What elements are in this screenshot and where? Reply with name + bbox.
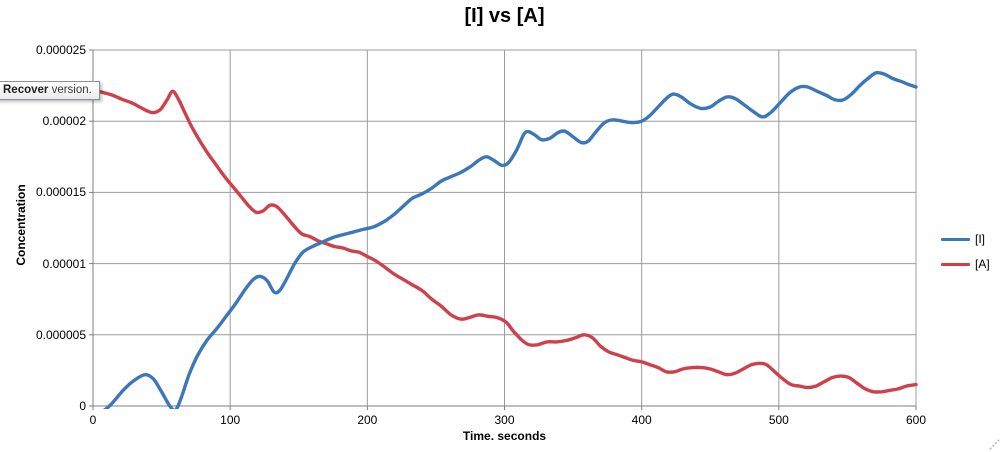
legend: [I] [A] bbox=[941, 232, 990, 271]
y-tick-label: 0.000015 bbox=[35, 185, 86, 200]
legend-item-A[interactable]: [A] bbox=[941, 257, 990, 271]
x-tick-label: 600 bbox=[905, 413, 927, 427]
legend-item-I[interactable]: [I] bbox=[941, 232, 990, 246]
series-line-A[interactable] bbox=[92, 88, 918, 394]
y-tick-label: 0.00002 bbox=[42, 114, 86, 129]
series-line-I[interactable] bbox=[93, 70, 918, 414]
y-tick-label: 0.000005 bbox=[35, 327, 86, 342]
x-axis-title: Time. seconds bbox=[462, 429, 547, 443]
x-tick-label: 200 bbox=[357, 413, 378, 427]
legend-label-I: [I] bbox=[975, 232, 986, 246]
legend-line-swatch-I bbox=[941, 237, 970, 241]
resize-grip-icon[interactable] bbox=[989, 439, 1000, 450]
recover-version-tooltip-bold: Recover bbox=[3, 84, 49, 96]
recover-version-tooltip-text: version. bbox=[48, 84, 92, 96]
x-tick-label: 500 bbox=[768, 413, 789, 427]
x-tick-label: 0 bbox=[89, 413, 97, 427]
legend-line-swatch-A bbox=[941, 262, 970, 266]
chart-title: [I] vs [A] bbox=[464, 5, 545, 27]
y-tick-label: 0 bbox=[79, 399, 86, 413]
y-tick-label: 0.00001 bbox=[42, 256, 86, 271]
x-tick-label: 300 bbox=[494, 413, 515, 427]
y-tick-label: 0.000025 bbox=[35, 43, 86, 57]
x-tick-label: 400 bbox=[631, 413, 652, 427]
recover-version-tooltip[interactable]: Recover version. bbox=[0, 81, 100, 100]
legend-label-A: [A] bbox=[975, 257, 990, 271]
x-tick-label: 100 bbox=[220, 413, 241, 427]
